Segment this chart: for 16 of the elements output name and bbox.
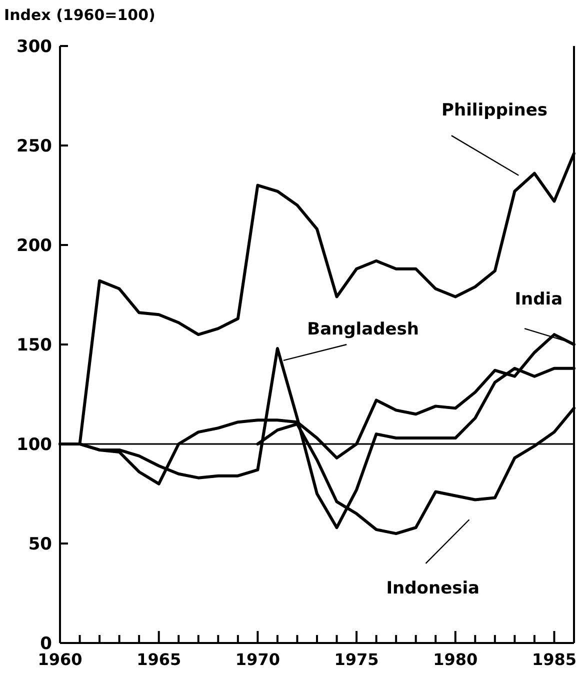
y-tick-label: 150: [16, 335, 52, 356]
y-axis-title: Index (1960=100): [4, 6, 156, 24]
x-tick-label: 1985: [532, 650, 576, 669]
y-tick-label: 300: [16, 36, 52, 57]
x-tick-label: 1965: [136, 650, 182, 669]
y-tick-label: 250: [16, 136, 52, 156]
y-tick-label: 50: [28, 534, 52, 554]
series-label: India: [514, 290, 563, 310]
y-tick-label: 200: [16, 236, 52, 256]
text: Philippines: [442, 100, 548, 121]
text: Indonesia: [386, 578, 480, 598]
x-tick-label: 1975: [334, 650, 379, 669]
x-tick-label: 1980: [433, 650, 478, 669]
y-tick-label: 100: [16, 434, 52, 455]
series-label: Bangladesh: [307, 320, 420, 340]
x-tick-label: 1970: [235, 650, 280, 669]
